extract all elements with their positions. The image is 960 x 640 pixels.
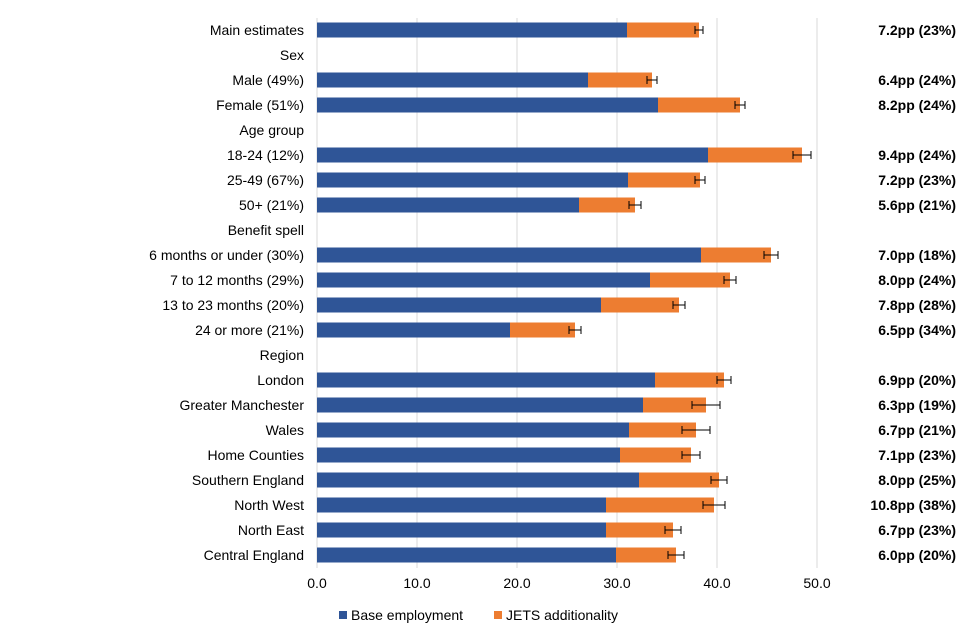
bar-base-employment xyxy=(317,372,655,388)
annotation-label: 7.8pp (28%) xyxy=(878,297,956,313)
bar-base-employment xyxy=(317,97,658,113)
bar-base-employment xyxy=(317,197,579,213)
legend-label-base-employment: Base employment xyxy=(351,607,463,623)
annotation-label: 8.2pp (24%) xyxy=(878,97,956,113)
bar-jets-additionality xyxy=(627,22,699,38)
category-label: Wales xyxy=(266,422,304,438)
bar-base-employment xyxy=(317,247,701,263)
bar-jets-additionality xyxy=(708,147,802,163)
bar-jets-additionality xyxy=(579,197,635,213)
x-axis-ticks: 0.0 10.0 20.0 30.0 40.0 50.0 xyxy=(307,575,831,591)
annotation-label: 6.7pp (23%) xyxy=(878,522,956,538)
category-label: Main estimates xyxy=(210,22,304,38)
bar-jets-additionality xyxy=(628,172,700,188)
bar-base-employment xyxy=(317,447,620,463)
bar-base-employment xyxy=(317,72,588,88)
bar-base-employment xyxy=(317,422,629,438)
category-label: Benefit spell xyxy=(228,222,304,238)
category-label: 18-24 (12%) xyxy=(227,147,304,163)
bar-jets-additionality xyxy=(616,547,676,563)
annotation-label: 6.5pp (34%) xyxy=(878,322,956,338)
bar-base-employment xyxy=(317,497,606,513)
category-label: Age group xyxy=(239,122,304,138)
legend-swatch-base-employment xyxy=(339,611,347,619)
annotation-label: 7.2pp (23%) xyxy=(878,172,956,188)
bar-jets-additionality xyxy=(606,497,714,513)
bar-base-employment xyxy=(317,472,639,488)
bar-base-employment xyxy=(317,297,601,313)
bar-base-employment xyxy=(317,172,628,188)
category-label: Central England xyxy=(204,547,304,563)
x-tick-label: 40.0 xyxy=(703,575,730,591)
bar-base-employment xyxy=(317,397,643,413)
category-label: 24 or more (21%) xyxy=(195,322,304,338)
error-bars xyxy=(568,26,812,559)
category-label: Sex xyxy=(280,47,304,63)
bar-jets-additionality xyxy=(510,322,575,338)
bar-base-employment xyxy=(317,272,650,288)
bar-jets-additionality xyxy=(650,272,730,288)
x-tick-label: 10.0 xyxy=(403,575,430,591)
bars xyxy=(317,22,802,563)
bar-base-employment xyxy=(317,147,708,163)
x-tick-label: 30.0 xyxy=(603,575,630,591)
bar-jets-additionality xyxy=(601,297,679,313)
bar-jets-additionality xyxy=(639,472,719,488)
annotation-label: 7.1pp (23%) xyxy=(878,447,956,463)
annotation-label: 6.4pp (24%) xyxy=(878,72,956,88)
bar-jets-additionality xyxy=(701,247,771,263)
annotation-label: 7.0pp (18%) xyxy=(878,247,956,263)
annotation-label: 8.0pp (25%) xyxy=(878,472,956,488)
category-label: Female (51%) xyxy=(216,97,304,113)
legend: Base employment JETS additionality xyxy=(339,607,618,623)
category-label: North East xyxy=(238,522,304,538)
bar-jets-additionality xyxy=(643,397,706,413)
annotation-label: 7.2pp (23%) xyxy=(878,22,956,38)
legend-swatch-jets-additionality xyxy=(494,611,502,619)
annotation-label: 10.8pp (38%) xyxy=(870,497,956,513)
bar-jets-additionality xyxy=(588,72,652,88)
bar-jets-additionality xyxy=(629,422,696,438)
annotation-label: 8.0pp (24%) xyxy=(878,272,956,288)
category-label: Southern England xyxy=(192,472,304,488)
category-label: 25-49 (67%) xyxy=(227,172,304,188)
category-label: London xyxy=(257,372,304,388)
annotation-label: 6.7pp (21%) xyxy=(878,422,956,438)
category-label: Home Counties xyxy=(208,447,305,463)
category-label: Greater Manchester xyxy=(180,397,305,413)
category-label: Region xyxy=(260,347,304,363)
category-label: 13 to 23 months (20%) xyxy=(162,297,304,313)
bar-jets-additionality xyxy=(606,522,673,538)
annotations: 7.2pp (23%) 6.4pp (24%) 8.2pp (24%) 9.4pp (… xyxy=(870,22,956,563)
x-tick-label: 50.0 xyxy=(803,575,830,591)
category-label: 7 to 12 months (29%) xyxy=(170,272,304,288)
legend-label-jets-additionality: JETS additionality xyxy=(506,607,618,623)
category-label: 6 months or under (30%) xyxy=(149,247,304,263)
bar-jets-additionality xyxy=(620,447,691,463)
bar-jets-additionality xyxy=(658,97,740,113)
annotation-label: 6.9pp (20%) xyxy=(878,372,956,388)
x-tick-label: 20.0 xyxy=(503,575,530,591)
annotation-label: 6.3pp (19%) xyxy=(878,397,956,413)
category-label: Male (49%) xyxy=(232,72,304,88)
annotation-label: 5.6pp (21%) xyxy=(878,197,956,213)
bar-base-employment xyxy=(317,22,627,38)
category-labels: Main estimates Sex Male (49%) Female (51%) A… xyxy=(149,22,304,563)
bar-jets-additionality xyxy=(655,372,724,388)
bar-base-employment xyxy=(317,322,510,338)
category-label: North West xyxy=(234,497,304,513)
annotation-label: 9.4pp (24%) xyxy=(878,147,956,163)
annotation-label: 6.0pp (20%) xyxy=(878,547,956,563)
bar-base-employment xyxy=(317,547,616,563)
bar-base-employment xyxy=(317,522,606,538)
x-tick-label: 0.0 xyxy=(307,575,327,591)
category-label: 50+ (21%) xyxy=(239,197,304,213)
